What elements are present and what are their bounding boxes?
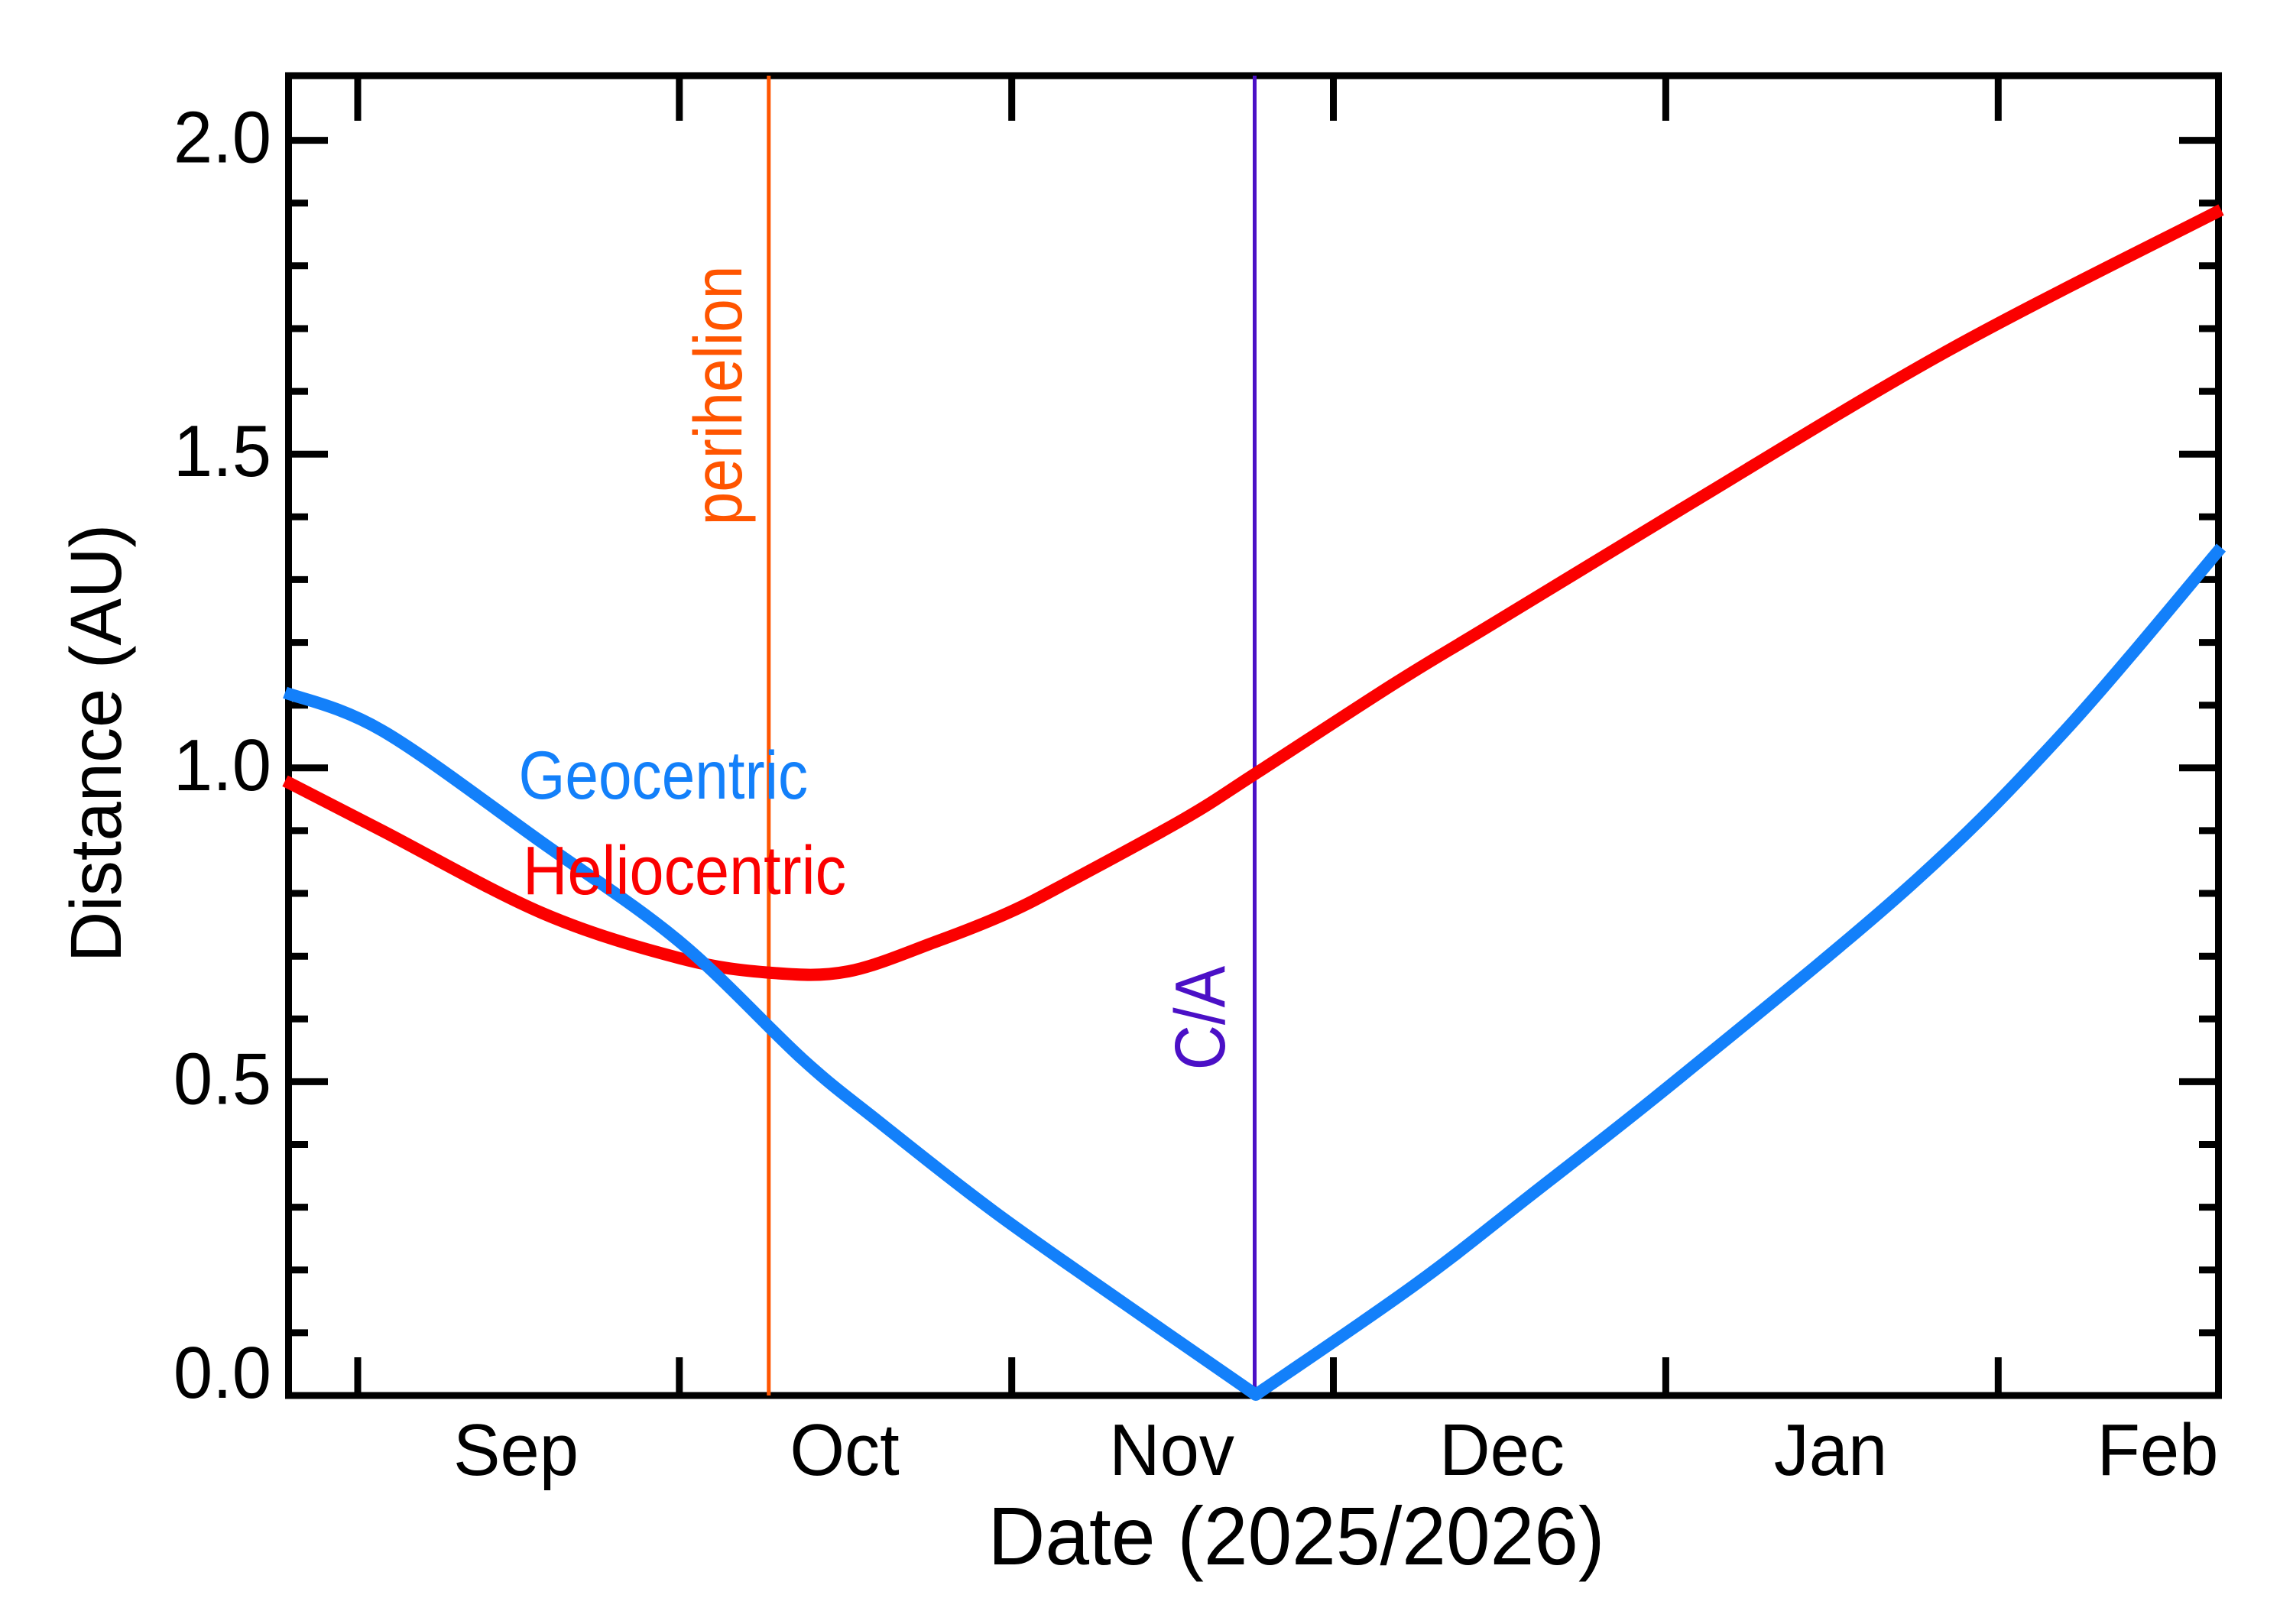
svg-text:Heliocentric: Heliocentric	[523, 832, 846, 909]
svg-text:0.5: 0.5	[174, 1038, 271, 1120]
svg-text:C/A: C/A	[1160, 965, 1240, 1070]
svg-text:1.0: 1.0	[174, 724, 271, 806]
svg-text:Nov: Nov	[1109, 1408, 1234, 1490]
svg-text:Geocentric: Geocentric	[519, 737, 809, 813]
svg-text:Distance (AU): Distance (AU)	[55, 524, 137, 962]
svg-text:0.0: 0.0	[174, 1331, 271, 1413]
svg-text:Feb: Feb	[2097, 1408, 2219, 1490]
svg-text:Sep: Sep	[453, 1408, 579, 1490]
svg-text:Date (2025/2026): Date (2025/2026)	[988, 1490, 1605, 1582]
svg-text:2.0: 2.0	[174, 96, 271, 178]
svg-text:1.5: 1.5	[174, 410, 271, 491]
svg-text:Oct: Oct	[790, 1408, 899, 1490]
svg-text:Dec: Dec	[1439, 1408, 1565, 1490]
svg-text:perihelion: perihelion	[679, 266, 756, 526]
svg-text:Jan: Jan	[1774, 1408, 1888, 1490]
